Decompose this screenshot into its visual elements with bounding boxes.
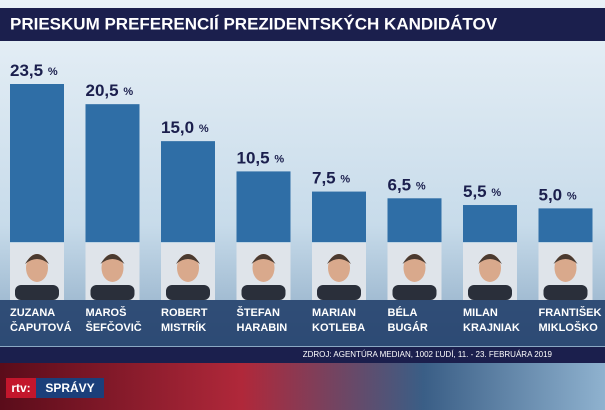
portrait-head (554, 254, 577, 282)
portrait-head (328, 254, 350, 282)
x-tick-label: MILAN KRAJNIAK (463, 307, 520, 334)
value-label: 20,5 % (86, 82, 134, 101)
portrait-head (252, 254, 275, 282)
portrait-head (101, 254, 124, 282)
bar (10, 84, 64, 242)
value-label: 6,5 % (388, 176, 426, 195)
portrait-body (15, 285, 59, 300)
portrait-hair (402, 254, 427, 264)
value-label: 7,5 % (312, 169, 350, 188)
portrait-body (317, 285, 361, 300)
bar (538, 208, 593, 242)
value-label: 10,5 % (237, 149, 285, 168)
portrait-body (543, 285, 588, 300)
portrait-body (241, 285, 286, 300)
x-tick-label: ZUZANA ČAPUTOVÁ (10, 307, 72, 334)
bar (161, 141, 215, 242)
value-label: 5,5 % (463, 183, 501, 202)
x-tick-label: MAROŠ ŠEFČOVIČ (86, 306, 142, 334)
portrait-body (166, 285, 210, 300)
portrait-hair (176, 254, 200, 264)
source-bar (0, 347, 605, 363)
bar (463, 205, 517, 242)
chart-title: PRIESKUM PREFERENCIÍ PREZIDENTSKÝCH KAND… (10, 14, 498, 33)
x-tick-label: MARIAN KOTLEBA (312, 307, 365, 334)
x-tick-label: ŠTEFAN HARABIN (237, 306, 288, 334)
program: SPRÁVY (45, 380, 94, 395)
bar (387, 198, 442, 242)
portrait-hair (100, 254, 125, 264)
names-band (0, 300, 605, 346)
x-tick-label: BÉLA BUGÁR (388, 306, 428, 334)
logo-box (6, 378, 36, 398)
bar (236, 171, 291, 242)
portrait-head (26, 254, 48, 282)
source: ZDROJ: AGENTÚRA MEDIAN, 1002 ĽUDÍ, 11. -… (303, 350, 553, 359)
portrait-hair (25, 254, 49, 264)
portrait-hair (327, 254, 351, 264)
portrait-hair (251, 254, 276, 264)
portrait-head (479, 254, 501, 282)
value-label: 23,5 % (10, 61, 58, 80)
program-box (36, 378, 104, 398)
portrait-body (392, 285, 437, 300)
bar (312, 191, 366, 242)
portrait-body (90, 285, 135, 300)
portrait-hair (478, 254, 502, 264)
x-tick-label: ROBERT MISTRÍK (161, 307, 208, 334)
channel-logo: rtv: (11, 381, 30, 395)
portrait-body (468, 285, 512, 300)
portrait-head (177, 254, 199, 282)
bar (85, 104, 140, 242)
x-tick-label: FRANTIŠEK MIKLOŠKO (539, 306, 602, 334)
value-label: 5,0 % (539, 186, 577, 205)
title-bar (0, 8, 605, 41)
portrait-head (403, 254, 426, 282)
portrait-hair (553, 254, 578, 264)
value-label: 15,0 % (161, 119, 209, 138)
